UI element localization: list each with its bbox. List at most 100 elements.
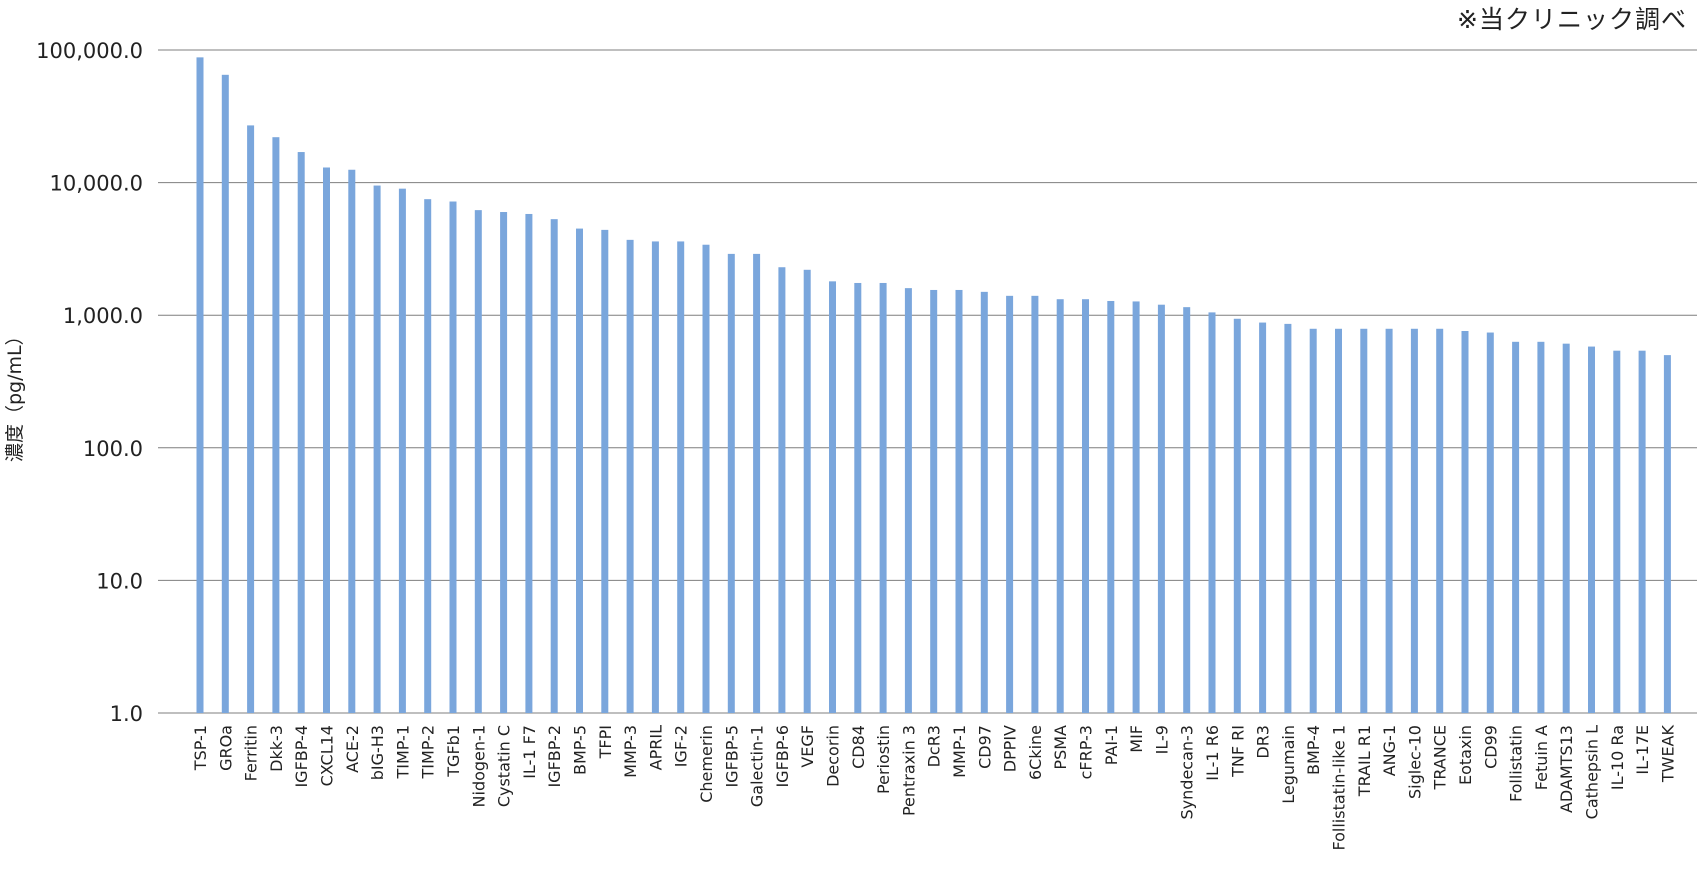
x-tick-label: VEGF [798,725,817,768]
bar [854,282,862,713]
gridlines [158,49,1697,714]
bar [1208,312,1216,713]
y-tick-label: 1,000.0 [63,304,143,328]
x-tick-label: Follistatin [1507,725,1526,802]
bar [601,229,609,713]
x-tick-label: IL-1 R6 [1203,725,1222,781]
x-tick-label: Decorin [824,725,843,787]
x-tick-label: TRANCE [1431,725,1450,790]
bar [904,288,912,713]
bars [196,57,1671,714]
bar [550,219,558,714]
x-tick-label: TGFb1 [444,725,463,778]
x-tick-label: CD97 [975,725,994,769]
x-tick-label: ADAMTS13 [1557,725,1576,813]
x-tick-label: IL-10 Ra [1608,725,1627,790]
bar [1588,346,1595,713]
x-tick-label: IGFBP-5 [722,725,741,788]
x-tick-label: Chemerin [697,725,716,803]
bar [1183,307,1191,713]
bar [474,210,482,714]
y-tick-label: 100,000.0 [36,39,143,63]
x-tick-label: BMP-5 [571,725,590,775]
bar [1410,328,1418,713]
x-tick-label: Eotaxin [1456,725,1475,785]
bar [1537,341,1545,713]
bar [1335,328,1342,713]
bar [753,253,761,713]
x-tick-label: TWEAK [1658,724,1677,783]
bar [348,169,356,713]
x-tick-label: cFRP-3 [1077,725,1096,779]
bar [1385,328,1393,713]
bar [1056,299,1064,713]
bar [323,167,330,714]
x-tick-label: PAI-1 [1102,725,1121,765]
x-tick-label: MIF [1127,725,1146,753]
bar [525,213,533,713]
x-tick-label: GROa [216,725,235,771]
x-tick-label: Dkk-3 [267,725,286,772]
bar [803,269,811,713]
x-tick-label: Follistatin-like 1 [1330,725,1349,851]
bar [1663,355,1671,713]
x-tick-label: CD99 [1481,725,1500,769]
bar [702,244,710,713]
x-tick-label: Nidogen-1 [469,725,488,807]
bar [955,289,963,713]
x-tick-label: PSMA [1051,725,1070,770]
bar [1259,322,1267,713]
x-tick-label: TIMP-2 [419,725,438,780]
bar [651,241,659,713]
x-tick-label: IGFBP-4 [292,725,311,788]
bar [247,125,255,713]
x-tick-label: Ferritin [242,725,261,781]
x-tick-label: Cathepsin L [1583,725,1602,819]
bar [1562,343,1570,713]
bar [677,241,685,713]
x-tick-label: APRIL [646,725,665,770]
bar [1486,332,1494,713]
x-tick-label: IL-17E [1633,725,1652,775]
x-tick-label: IGFBP-6 [773,725,792,788]
x-tick-label: Galectin-1 [748,725,767,807]
x-tick-label: TRAIL R1 [1355,725,1374,797]
x-tick-label: CD84 [849,725,868,769]
bar [879,282,887,713]
y-tick-label: 1.0 [110,702,143,726]
x-tick-label: ACE-2 [343,725,362,773]
x-tick-label: TNF RI [1228,725,1247,778]
bar [1107,300,1115,713]
bar [272,137,280,713]
y-tick-label: 100.0 [83,437,143,461]
y-tick-label: 10,000.0 [49,172,143,196]
x-tick-label: DcR3 [925,725,944,767]
bar [980,291,988,713]
bar [297,152,305,713]
bar [221,74,229,714]
bar [1284,323,1292,713]
x-tick-label: Cystatin C [495,725,514,807]
x-tick-label: DR3 [1254,725,1273,759]
x-tick-label: Periostin [874,725,893,794]
bar [500,212,508,713]
bar [1613,350,1621,713]
x-tick-label: Pentraxin 3 [899,725,918,816]
bar [626,239,634,713]
x-tick-label: Syndecan-3 [1178,725,1197,819]
bar [778,267,786,713]
x-tick-label: IL-1 F7 [520,725,539,779]
bar [1638,350,1646,713]
bar [930,289,938,713]
x-tick-label: DPPIV [1001,725,1020,772]
bar [1006,295,1014,713]
bar [424,199,432,713]
x-tick-label: CXCL14 [318,725,337,786]
bar [373,185,381,714]
x-tick-label: ANG-1 [1380,725,1399,776]
x-tick-label: bIG-H3 [368,725,387,780]
bar [1461,331,1469,713]
bar [1512,341,1520,713]
y-tick-label: 10.0 [96,569,143,593]
